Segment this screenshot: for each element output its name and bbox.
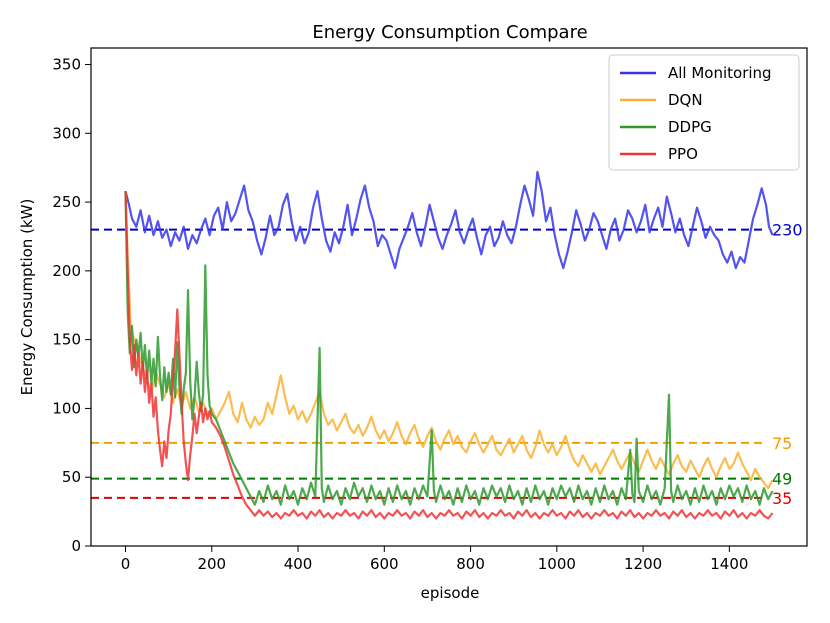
x-axis-ticks: 0 200 400 600 800 1000 1200 1400 — [121, 546, 748, 573]
series-line-dqn — [124, 191, 774, 490]
series-line-ppo — [124, 191, 774, 520]
reference-label-230: 230 — [772, 221, 803, 240]
y-tick-label: 350 — [52, 56, 81, 74]
series-lines — [124, 170, 774, 520]
plot-frame — [90, 47, 808, 547]
reference-label-75: 75 — [772, 434, 792, 453]
series-line-ddpg — [124, 191, 774, 506]
y-tick-label: 0 — [71, 537, 81, 555]
x-tick-label: 1200 — [624, 555, 662, 573]
y-tick-label: 200 — [52, 262, 81, 280]
x-tick-label: 400 — [284, 555, 313, 573]
y-tick-label: 300 — [52, 124, 81, 142]
reference-label-35: 35 — [772, 489, 792, 508]
x-tick-label: 0 — [121, 555, 131, 573]
series-line-all-monitoring — [124, 170, 774, 270]
legend-label-ddpg: DDPG — [668, 118, 712, 136]
legend-box — [608, 54, 800, 171]
x-tick-label: 1000 — [538, 555, 576, 573]
legend-label-dqn: DQN — [668, 91, 703, 109]
y-tick-label: 250 — [52, 193, 81, 211]
legend-label-ppo: PPO — [668, 145, 698, 163]
legend-label-all-monitoring: All Monitoring — [668, 64, 772, 82]
x-tick-label: 800 — [456, 555, 485, 573]
y-axis-ticks: 0 50 100 150 200 250 300 350 — [52, 56, 91, 555]
x-tick-label: 1400 — [710, 555, 748, 573]
chart-title: Energy Consumption Compare — [312, 22, 587, 43]
reference-label-49: 49 — [772, 470, 792, 489]
y-axis-label: Energy Consumption (kW) — [18, 199, 36, 396]
x-axis-label: episode — [421, 584, 480, 602]
y-tick-label: 50 — [62, 468, 81, 486]
legend: All Monitoring DQN DDPG PPO — [608, 54, 800, 171]
y-tick-label: 150 — [52, 331, 81, 349]
y-tick-label: 100 — [52, 399, 81, 417]
x-tick-label: 600 — [370, 555, 399, 573]
x-tick-label: 200 — [197, 555, 226, 573]
